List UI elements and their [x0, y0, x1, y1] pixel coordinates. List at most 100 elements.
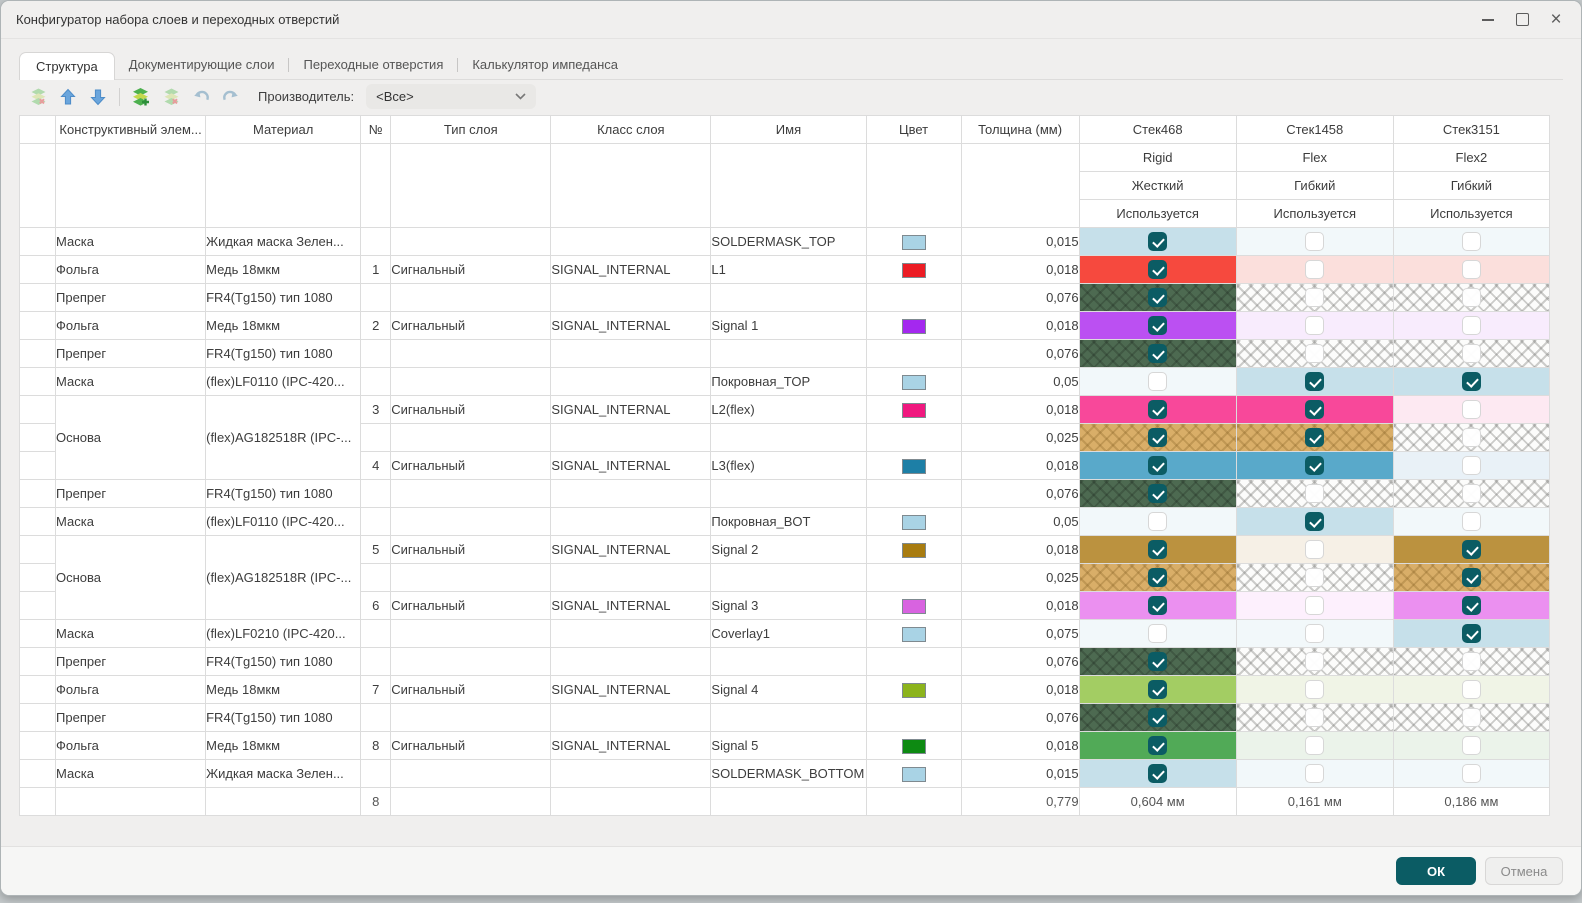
material-cell[interactable]: FR4(Tg150) тип 1080 — [205, 283, 362, 312]
thickness-cell[interactable]: 0,015 — [960, 227, 1080, 256]
layer-color-cell[interactable] — [865, 395, 962, 424]
color-swatch[interactable] — [901, 766, 926, 782]
layer-class-cell[interactable]: SIGNAL_INTERNAL — [550, 311, 712, 340]
layer-class-cell[interactable] — [550, 283, 712, 312]
layer-number-cell[interactable] — [360, 759, 392, 788]
checkbox-unchecked[interactable] — [1305, 316, 1325, 335]
checkbox-unchecked[interactable] — [1461, 232, 1481, 251]
layer-type-cell[interactable]: Сигнальный — [390, 535, 552, 564]
layer-type-cell[interactable] — [390, 647, 552, 676]
checkbox-unchecked[interactable] — [1305, 764, 1325, 783]
checkbox-unchecked[interactable] — [1305, 736, 1325, 755]
layer-name-cell[interactable]: Signal 1 — [710, 311, 867, 340]
checkbox-checked[interactable] — [1305, 372, 1325, 391]
checkbox-unchecked[interactable] — [1305, 568, 1325, 587]
checkbox-checked[interactable] — [1148, 568, 1168, 587]
layer-number-cell[interactable] — [360, 283, 392, 312]
row-selector-cell[interactable] — [18, 563, 57, 592]
layer-class-cell[interactable]: SIGNAL_INTERNAL — [550, 255, 712, 284]
material-cell[interactable]: Жидкая маска Зелен... — [205, 227, 362, 256]
thickness-cell[interactable]: 0,05 — [960, 507, 1080, 536]
layer-color-cell[interactable] — [865, 255, 962, 284]
material-cell[interactable]: FR4(Tg150) тип 1080 — [205, 479, 362, 508]
layer-color-cell[interactable] — [865, 339, 962, 368]
thickness-cell[interactable]: 0,018 — [960, 675, 1080, 704]
material-cell[interactable]: Медь 18мкм — [205, 255, 362, 284]
checkbox-unchecked[interactable] — [1305, 484, 1325, 503]
thickness-cell[interactable]: 0,076 — [960, 339, 1080, 368]
layer-type-cell[interactable] — [390, 367, 552, 396]
checkbox-unchecked[interactable] — [1461, 316, 1481, 335]
material-cell[interactable]: (flex)AG182518R (IPC-... — [205, 395, 362, 480]
layer-name-cell[interactable]: L1 — [710, 255, 867, 284]
checkbox-unchecked[interactable] — [1148, 624, 1168, 643]
checkbox-unchecked[interactable] — [1305, 540, 1325, 559]
row-selector-cell[interactable] — [18, 451, 57, 480]
layer-number-cell[interactable] — [360, 563, 392, 592]
layer-type-cell[interactable]: Сигнальный — [390, 255, 552, 284]
checkbox-checked[interactable] — [1148, 680, 1168, 699]
thickness-cell[interactable]: 0,018 — [960, 731, 1080, 760]
element-cell[interactable]: Препрег — [55, 647, 207, 676]
checkbox-checked[interactable] — [1148, 456, 1168, 475]
element-cell[interactable]: Фольга — [55, 255, 207, 284]
checkbox-checked[interactable] — [1148, 708, 1168, 727]
layer-color-cell[interactable] — [865, 367, 962, 396]
element-cell[interactable]: Основа — [55, 535, 207, 620]
layer-color-cell[interactable] — [865, 703, 962, 732]
material-cell[interactable]: Медь 18мкм — [205, 675, 362, 704]
checkbox-unchecked[interactable] — [1305, 260, 1325, 279]
layer-class-cell[interactable]: SIGNAL_INTERNAL — [550, 675, 712, 704]
tab-structure[interactable]: Структура — [19, 52, 115, 80]
color-swatch[interactable] — [901, 374, 926, 390]
color-swatch[interactable] — [901, 738, 926, 754]
element-cell[interactable]: Маска — [55, 227, 207, 256]
layer-number-cell[interactable] — [360, 647, 392, 676]
checkbox-checked[interactable] — [1148, 400, 1168, 419]
thickness-cell[interactable]: 0,075 — [960, 619, 1080, 648]
layer-number-cell[interactable] — [360, 227, 392, 256]
thickness-cell[interactable]: 0,025 — [960, 423, 1080, 452]
checkbox-checked[interactable] — [1461, 624, 1481, 643]
layer-name-cell[interactable]: Signal 5 — [710, 731, 867, 760]
layer-class-cell[interactable]: SIGNAL_INTERNAL — [550, 731, 712, 760]
checkbox-checked[interactable] — [1305, 400, 1325, 419]
thickness-cell[interactable]: 0,076 — [960, 647, 1080, 676]
color-swatch[interactable] — [901, 234, 926, 250]
color-swatch[interactable] — [901, 626, 926, 642]
row-selector-cell[interactable] — [18, 759, 57, 788]
element-cell[interactable]: Основа — [55, 395, 207, 480]
color-swatch[interactable] — [901, 458, 926, 474]
layer-name-cell[interactable]: SOLDERMASK_BOTTOM — [710, 759, 867, 788]
checkbox-unchecked[interactable] — [1461, 260, 1481, 279]
layer-color-cell[interactable] — [865, 451, 962, 480]
checkbox-unchecked[interactable] — [1305, 624, 1325, 643]
row-selector-cell[interactable] — [18, 675, 57, 704]
layer-type-cell[interactable] — [390, 507, 552, 536]
ok-button[interactable]: ОК — [1396, 857, 1476, 885]
redo-button[interactable] — [218, 84, 244, 110]
material-cell[interactable]: FR4(Tg150) тип 1080 — [205, 339, 362, 368]
color-swatch[interactable] — [901, 514, 926, 530]
element-cell[interactable]: Препрег — [55, 479, 207, 508]
move-down-button[interactable] — [85, 84, 111, 110]
color-swatch[interactable] — [901, 318, 926, 334]
layer-class-cell[interactable] — [550, 423, 712, 452]
layer-number-cell[interactable]: 4 — [360, 451, 392, 480]
row-selector-cell[interactable] — [18, 507, 57, 536]
element-cell[interactable]: Препрег — [55, 339, 207, 368]
row-selector-cell[interactable] — [18, 283, 57, 312]
layer-number-cell[interactable]: 3 — [360, 395, 392, 424]
layer-name-cell[interactable]: Signal 3 — [710, 591, 867, 620]
row-selector-cell[interactable] — [18, 255, 57, 284]
row-selector-cell[interactable] — [18, 619, 57, 648]
checkbox-checked[interactable] — [1461, 372, 1481, 391]
tab-impedance-calculator[interactable]: Калькулятор импеданса — [472, 57, 618, 72]
layer-color-cell[interactable] — [865, 759, 962, 788]
element-cell[interactable]: Маска — [55, 367, 207, 396]
row-selector-cell[interactable] — [18, 395, 57, 424]
row-selector-cell[interactable] — [18, 591, 57, 620]
material-cell[interactable]: Медь 18мкм — [205, 311, 362, 340]
checkbox-unchecked[interactable] — [1461, 708, 1481, 727]
layer-color-cell[interactable] — [865, 563, 962, 592]
